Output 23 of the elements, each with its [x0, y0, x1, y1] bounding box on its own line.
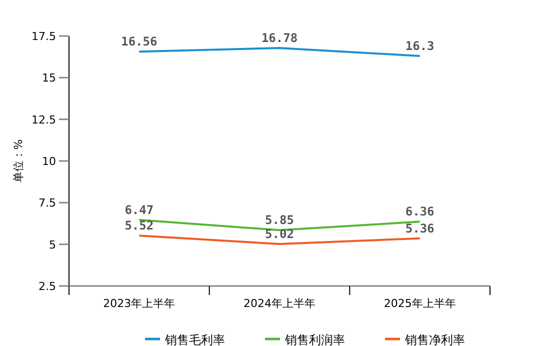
y-tick-label: 10 — [42, 155, 56, 168]
y-tick-label: 7.5 — [38, 196, 56, 210]
legend-label: 销售净利率 — [404, 333, 465, 346]
data-label: 5.52 — [124, 218, 154, 233]
y-tick-label: 17.5 — [32, 30, 56, 43]
x-tick-label: 2023年上半年 — [103, 297, 176, 310]
data-label: 16.78 — [261, 31, 298, 45]
data-label: 5.85 — [265, 213, 294, 228]
data-label: 5.02 — [265, 227, 294, 241]
x-tick-label: 2024年上半年 — [244, 297, 316, 310]
x-tick-label: 2025年上半年 — [384, 297, 456, 310]
y-tick-label: 2.5 — [38, 280, 56, 293]
data-label: 16.56 — [121, 34, 158, 49]
data-label: 16.3 — [405, 39, 434, 53]
y-axis-title: 单位：% — [12, 139, 25, 183]
data-label: 6.47 — [124, 202, 154, 217]
data-label: 6.36 — [405, 204, 434, 219]
legend-label: 销售利润率 — [284, 333, 345, 346]
data-label: 5.36 — [405, 221, 434, 236]
y-tick-label: 5 — [49, 238, 56, 252]
y-tick-label: 15 — [42, 72, 56, 85]
legend-label: 销售毛利率 — [164, 333, 225, 346]
y-tick-label: 12.5 — [32, 113, 56, 126]
